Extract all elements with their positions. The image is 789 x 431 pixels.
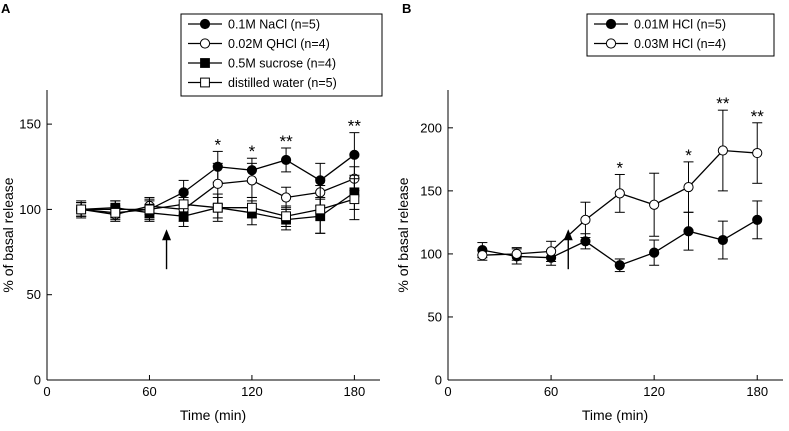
panel-b: B 0 50 100 150 200 0 60 120 180 Time (min) % of… <box>395 1 783 423</box>
data-point <box>580 214 591 225</box>
panel-a-legend-items: 0.1M NaCl (n=5) 0.02M QHCl (n=4) 0.5M sucr… <box>188 18 337 90</box>
data-point <box>212 202 223 213</box>
data-point <box>110 207 121 218</box>
arrow-head <box>563 229 573 241</box>
x-tick-label: 120 <box>643 384 665 399</box>
x-tick-label: 60 <box>544 384 558 399</box>
x-tick-label: 0 <box>444 384 451 399</box>
panel-b-x-axis-title: Time (min) <box>582 407 648 423</box>
legend-label: 0.02M QHCl (n=4) <box>228 37 330 51</box>
data-point <box>280 154 292 166</box>
legend-label: distilled water (n=5) <box>228 76 337 90</box>
data-point <box>76 204 87 215</box>
panel-a-series <box>76 132 360 234</box>
data-point <box>144 204 155 215</box>
data-point <box>511 248 522 260</box>
legend-label: 0.01M HCl (n=5) <box>634 18 726 32</box>
x-tick-label: 180 <box>746 384 768 399</box>
legend-label: 0.03M HCl (n=4) <box>634 37 726 51</box>
data-point <box>683 226 694 237</box>
data-point <box>717 234 728 246</box>
legend-marker <box>605 18 617 30</box>
data-point <box>649 199 660 210</box>
significance-marker: ** <box>348 117 362 136</box>
panel-b-legend-items: 0.01M HCl (n=5) 0.03M HCl (n=4) <box>594 18 726 51</box>
x-tick-label: 60 <box>142 384 156 399</box>
arrow-head <box>162 229 172 241</box>
data-point <box>178 199 189 210</box>
legend-marker <box>199 38 211 49</box>
data-point <box>545 246 557 257</box>
y-tick-label: 0 <box>34 373 41 388</box>
data-point <box>247 202 257 213</box>
y-tick-label: 150 <box>19 117 41 132</box>
data-point <box>752 147 763 159</box>
significance-marker: ** <box>716 94 730 113</box>
x-tick-label: 120 <box>241 384 263 399</box>
y-tick-label: 200 <box>420 120 442 135</box>
data-point <box>683 181 694 193</box>
panel-b-y-ticks: 0 50 100 150 200 <box>420 120 453 388</box>
significance-marker: * <box>249 142 256 161</box>
significance-marker: * <box>685 146 692 165</box>
panel-a-x-axis-title: Time (min) <box>180 407 246 423</box>
y-tick-label: 150 <box>420 183 442 198</box>
legend-marker <box>200 77 210 88</box>
series-line <box>482 219 758 266</box>
significance-marker: ** <box>279 132 293 151</box>
legend-marker <box>200 58 210 68</box>
data-point <box>246 175 258 186</box>
panel-a-label: A <box>1 1 11 16</box>
data-point <box>349 149 360 160</box>
data-point <box>614 260 625 271</box>
data-point <box>212 178 223 189</box>
panel-a-legend: 0.1M NaCl (n=5) 0.02M QHCl (n=4) 0.5M sucr… <box>180 13 383 97</box>
significance-marker: * <box>616 158 623 177</box>
panel-a-x-ticks: 0 60 120 180 <box>43 375 365 399</box>
data-point <box>477 250 488 261</box>
x-tick-label: 0 <box>43 384 50 399</box>
data-point <box>580 236 591 247</box>
panel-b-arrow <box>563 229 573 270</box>
data-point <box>280 192 292 203</box>
y-tick-label: 50 <box>27 287 41 302</box>
y-tick-label: 100 <box>420 246 442 261</box>
data-point <box>614 188 625 199</box>
panel-a: A 0 50 100 150 0 60 120 180 Time (min) % of ba… <box>0 1 383 423</box>
panel-a-arrow <box>162 229 172 270</box>
data-point <box>281 211 291 222</box>
data-point <box>717 145 728 156</box>
series-2 <box>477 109 763 262</box>
significance-marker: ** <box>751 107 765 126</box>
legend-label: 0.5M sucrose (n=4) <box>228 57 336 71</box>
panel-b-annotations: ****** <box>616 94 764 177</box>
legend-marker <box>605 38 617 49</box>
panel-b-label: B <box>402 1 411 16</box>
legend-label: 0.1M NaCl (n=5) <box>228 18 320 32</box>
panel-a-annotations: * ***** <box>214 117 361 162</box>
panel-a-y-ticks: 0 50 100 150 <box>19 117 52 388</box>
panel-b-legend: 0.01M HCl (n=5) 0.03M HCl (n=4) <box>586 13 775 57</box>
legend-marker <box>199 18 211 30</box>
significance-marker: * <box>214 135 221 154</box>
data-point <box>649 247 660 258</box>
y-tick-label: 100 <box>19 202 41 217</box>
legend-box <box>586 13 775 57</box>
y-tick-label: 50 <box>428 309 442 324</box>
data-point <box>752 214 763 225</box>
series-4 <box>76 178 360 234</box>
data-point <box>315 204 326 215</box>
y-tick-label: 0 <box>435 373 442 388</box>
data-point <box>349 194 360 205</box>
panel-b-y-axis-title: % of basal release <box>395 177 411 292</box>
x-tick-label: 180 <box>344 384 366 399</box>
panel-b-series <box>477 109 763 273</box>
panel-b-x-ticks: 0 60 120 180 <box>444 375 768 399</box>
panel-a-y-axis-title: % of basal release <box>0 177 16 292</box>
